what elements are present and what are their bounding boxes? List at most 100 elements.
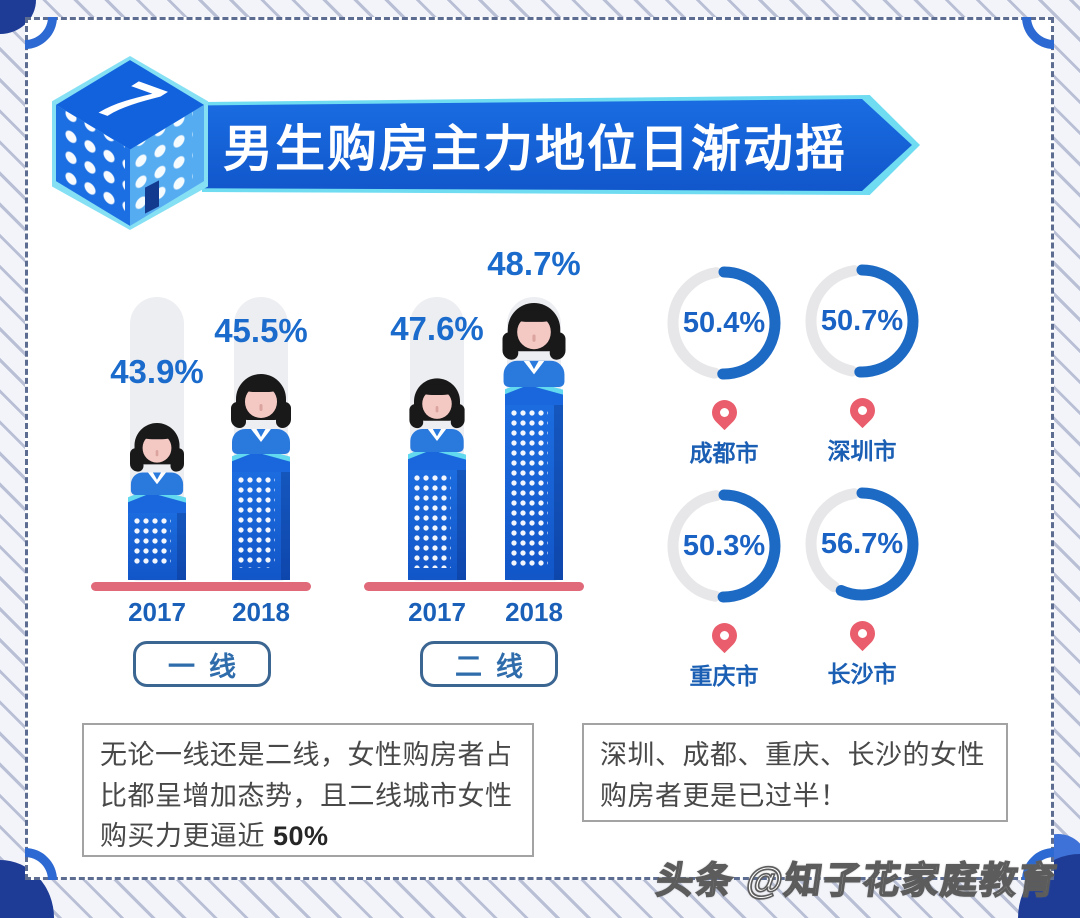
- figure-hair-right: [549, 332, 566, 360]
- location-pin-icon: [706, 617, 742, 654]
- building-bar: [232, 447, 290, 580]
- building-bar: [505, 380, 563, 580]
- pin-dot: [855, 627, 869, 640]
- bar-2017-tier2: 47.6% 2017: [390, 296, 484, 627]
- building-bar-body: [505, 402, 563, 580]
- figure-hair-left: [502, 332, 519, 360]
- card-corner-arc-top-left: [0, 0, 71, 63]
- building-bar-shade: [457, 467, 466, 580]
- figure-nose: [259, 404, 263, 411]
- donut-chart-icon: [667, 266, 781, 380]
- bar-2018-tier1: 45.5% 2018: [214, 296, 308, 627]
- note-bold-value: 50%: [273, 821, 329, 851]
- location-pin-icon: [844, 392, 880, 429]
- chart-baseline: [91, 582, 311, 591]
- tier1-badge: 一线: [133, 641, 271, 687]
- woman-figure-icon: [229, 374, 293, 454]
- bar-2017-tier1: 43.9% 2017: [110, 296, 204, 627]
- chart-baseline: [364, 582, 584, 591]
- watermark-text: 头条 @知子花家庭教育: [652, 859, 1061, 902]
- building-bar: [408, 445, 466, 580]
- figure-hair-left: [231, 402, 246, 428]
- donut-value-label: 50.3%: [682, 529, 766, 562]
- building-bar-body: [232, 469, 290, 580]
- tier2-badge: 二线: [420, 641, 558, 687]
- city-label: 重庆市: [689, 663, 759, 689]
- building-door: [144, 180, 159, 214]
- woman-figure-icon: [408, 378, 467, 452]
- title-banner: 男生购房主力地位日渐动摇: [198, 95, 920, 195]
- figure-bangs: [419, 384, 455, 395]
- donut-chongqing: 50.3% 重庆市: [661, 484, 787, 691]
- pin-dot: [855, 404, 869, 417]
- card-corner-arc-bottom-left: [0, 834, 71, 918]
- figure-hair-left: [130, 448, 144, 472]
- donut-changsha: 56.7% 长沙市: [799, 482, 925, 689]
- building-bar-windows: [511, 410, 548, 568]
- building-bar-windows: [134, 518, 171, 568]
- x-axis-label: 2018: [232, 597, 290, 627]
- donut-ring: 50.4%: [662, 261, 786, 385]
- location-pin-icon: [706, 394, 742, 431]
- donut-chart-icon: [667, 489, 781, 603]
- donut-shenzhen: 50.7% 深圳市: [799, 259, 925, 466]
- building-bar-windows: [414, 475, 451, 568]
- note-text: 深圳、成都、重庆、长沙的女性购房者更是已过半！: [600, 740, 985, 811]
- figure-bangs: [139, 429, 175, 440]
- donut-ring: 56.7%: [800, 482, 924, 606]
- donut-ring: 50.3%: [662, 484, 786, 608]
- city-label: 深圳市: [827, 438, 897, 464]
- figure-hair-right: [276, 402, 291, 428]
- card-corner-arc-top-right: [1008, 0, 1080, 63]
- donut-chart-icon: [805, 487, 919, 601]
- bar-value-label: 47.6%: [390, 310, 484, 347]
- figure-bangs: [242, 381, 280, 392]
- building-bar-shade: [281, 469, 290, 580]
- figure-nose: [532, 334, 536, 342]
- figure-neck: [432, 429, 442, 437]
- building-bar-shade: [177, 510, 186, 580]
- bar-chart-tier1: 43.9% 2017: [91, 296, 311, 627]
- figure-neck: [256, 429, 266, 437]
- figure-hair-left: [409, 404, 424, 429]
- pin-dot: [717, 406, 731, 419]
- building-bar-windows: [238, 477, 275, 568]
- bar-2018-tier2: 48.7% 2018: [487, 245, 581, 627]
- bar-value-label: 43.9%: [110, 353, 204, 390]
- donut-ring: 50.7%: [800, 259, 924, 383]
- note-text: 无论一线还是二线，女性购房者占比都呈增加态势，且二线城市女性购买力更逼近: [100, 740, 513, 851]
- building-bar-body: [128, 510, 186, 580]
- figure-bangs: [514, 310, 554, 322]
- note-box-cities: 深圳、成都、重庆、长沙的女性购房者更是已过半！: [582, 723, 1008, 822]
- figure-hair-right: [450, 404, 465, 429]
- building-bar-body: [408, 467, 466, 580]
- bar-chart-tier2: 47.6% 2017: [364, 245, 584, 627]
- figure-neck: [152, 472, 162, 480]
- building-bar-shade: [554, 402, 563, 580]
- woman-figure-icon: [128, 423, 186, 495]
- building-bar: [128, 488, 186, 580]
- location-pin-icon: [844, 615, 880, 652]
- donut-chart-icon: [805, 264, 919, 378]
- figure-hair-right: [170, 448, 184, 472]
- woman-figure-icon: [500, 303, 567, 387]
- pin-dot: [717, 629, 731, 642]
- x-axis-label: 2017: [408, 597, 466, 627]
- donut-chengdu: 50.4% 成都市: [661, 261, 787, 468]
- bar-value-label: 45.5%: [214, 312, 308, 349]
- donut-value-label: 50.7%: [820, 304, 904, 337]
- page-title: 男生购房主力地位日渐动摇: [223, 121, 847, 177]
- city-label: 成都市: [689, 440, 759, 466]
- figure-neck: [529, 360, 539, 370]
- note-box-tiers: 无论一线还是二线，女性购房者占比都呈增加态势，且二线城市女性购买力更逼近 50%: [82, 723, 534, 857]
- x-axis-label: 2017: [128, 597, 186, 627]
- donut-value-label: 56.7%: [820, 527, 904, 560]
- city-label: 长沙市: [827, 661, 897, 687]
- donut-value-label: 50.4%: [682, 306, 766, 339]
- figure-nose: [155, 450, 159, 457]
- bar-value-label: 48.7%: [487, 245, 581, 282]
- x-axis-label: 2018: [505, 597, 563, 627]
- banner-body: [198, 99, 912, 191]
- building-7-icon: 7: [52, 56, 208, 230]
